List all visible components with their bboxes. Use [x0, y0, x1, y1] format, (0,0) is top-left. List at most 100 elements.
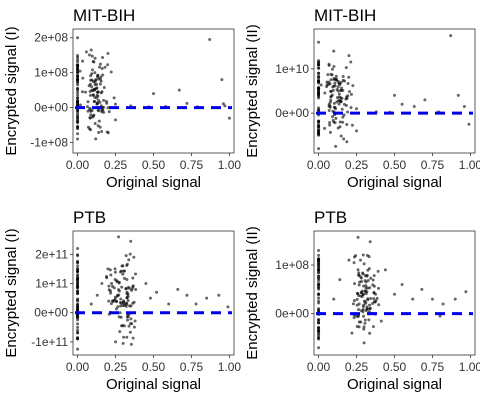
data-point — [126, 285, 130, 289]
data-point — [93, 71, 97, 75]
data-point — [317, 326, 321, 330]
data-point — [112, 96, 116, 100]
data-point — [334, 107, 338, 111]
data-point — [317, 274, 321, 278]
data-point — [176, 287, 180, 291]
data-point — [441, 302, 445, 306]
x-tick-label: 0.50 — [383, 158, 407, 172]
data-point — [96, 90, 100, 94]
x-axis-label: Original signal — [347, 174, 442, 191]
data-point — [373, 300, 377, 304]
data-point — [109, 289, 113, 293]
data-point — [91, 93, 95, 97]
data-point — [118, 311, 122, 315]
data-point — [114, 307, 118, 311]
data-point — [317, 299, 321, 303]
data-point — [117, 280, 121, 284]
data-point — [453, 297, 457, 301]
data-point — [122, 276, 126, 280]
data-point — [371, 283, 375, 287]
data-point — [76, 292, 80, 296]
data-point — [328, 82, 332, 86]
data-point — [95, 102, 99, 106]
data-point — [362, 299, 366, 303]
data-point — [366, 279, 370, 283]
data-point — [107, 299, 111, 303]
data-point — [76, 267, 80, 271]
data-point — [96, 124, 100, 128]
data-point — [114, 102, 118, 106]
data-point — [353, 282, 357, 286]
data-point — [96, 108, 100, 112]
data-point — [117, 289, 121, 293]
data-point — [124, 254, 128, 258]
data-point — [88, 82, 92, 86]
data-point — [342, 113, 346, 117]
data-point — [317, 346, 321, 350]
data-point — [363, 289, 367, 293]
data-point — [88, 116, 92, 120]
data-point — [329, 89, 333, 93]
data-point — [117, 235, 121, 239]
data-point — [337, 95, 341, 99]
data-point — [377, 286, 381, 290]
x-tick-label: 0.00 — [307, 158, 331, 172]
data-point — [317, 248, 321, 252]
data-point — [116, 305, 120, 309]
y-axis-label: Encrypted signal (I) — [3, 228, 20, 357]
data-point — [106, 106, 110, 110]
data-point — [76, 337, 80, 341]
data-point — [88, 93, 92, 97]
data-point — [352, 261, 356, 265]
data-point — [131, 336, 135, 340]
x-tick-label: 1.00 — [218, 360, 242, 374]
data-point — [90, 68, 94, 72]
data-point — [98, 65, 102, 69]
data-point — [332, 64, 336, 68]
data-point — [177, 88, 181, 92]
data-point — [223, 104, 227, 108]
data-point — [194, 302, 198, 306]
data-point — [90, 54, 94, 58]
data-point — [323, 126, 327, 130]
data-point — [90, 78, 94, 82]
data-point — [317, 119, 321, 123]
data-point — [126, 318, 130, 322]
data-point — [346, 94, 350, 98]
data-point — [366, 268, 370, 272]
data-point — [360, 289, 364, 293]
data-point — [76, 64, 80, 68]
y-tick-label: 0e+00 — [275, 106, 309, 120]
data-point — [340, 96, 344, 100]
data-point — [357, 283, 361, 287]
data-point — [349, 92, 353, 96]
x-tick-label: 0.50 — [142, 360, 166, 374]
data-point — [98, 62, 102, 66]
data-point — [205, 296, 209, 300]
data-point — [76, 127, 80, 131]
y-tick-label: 1e+11 — [35, 277, 68, 291]
data-point — [76, 96, 80, 100]
data-point — [364, 284, 368, 288]
data-point — [319, 83, 323, 87]
panel-2: MIT-BIH 0.00 0.25 0.50 0.75 1.00 0e+00 1e+10 Ori… — [244, 6, 480, 191]
data-point — [120, 324, 124, 328]
data-point — [98, 100, 102, 104]
data-point — [127, 324, 131, 328]
data-point — [341, 74, 345, 78]
data-point — [106, 63, 110, 67]
data-point — [113, 270, 117, 274]
data-point — [355, 297, 359, 301]
data-point — [362, 292, 366, 296]
data-point — [76, 121, 80, 125]
data-point — [356, 315, 360, 319]
data-point — [78, 103, 82, 107]
x-tick-label: 1.00 — [459, 360, 480, 374]
data-point — [371, 278, 375, 282]
data-point — [356, 235, 360, 239]
data-point — [430, 297, 434, 301]
data-point — [119, 304, 123, 308]
data-point — [76, 90, 80, 94]
plot-frame — [72, 230, 235, 356]
data-point — [334, 144, 338, 148]
